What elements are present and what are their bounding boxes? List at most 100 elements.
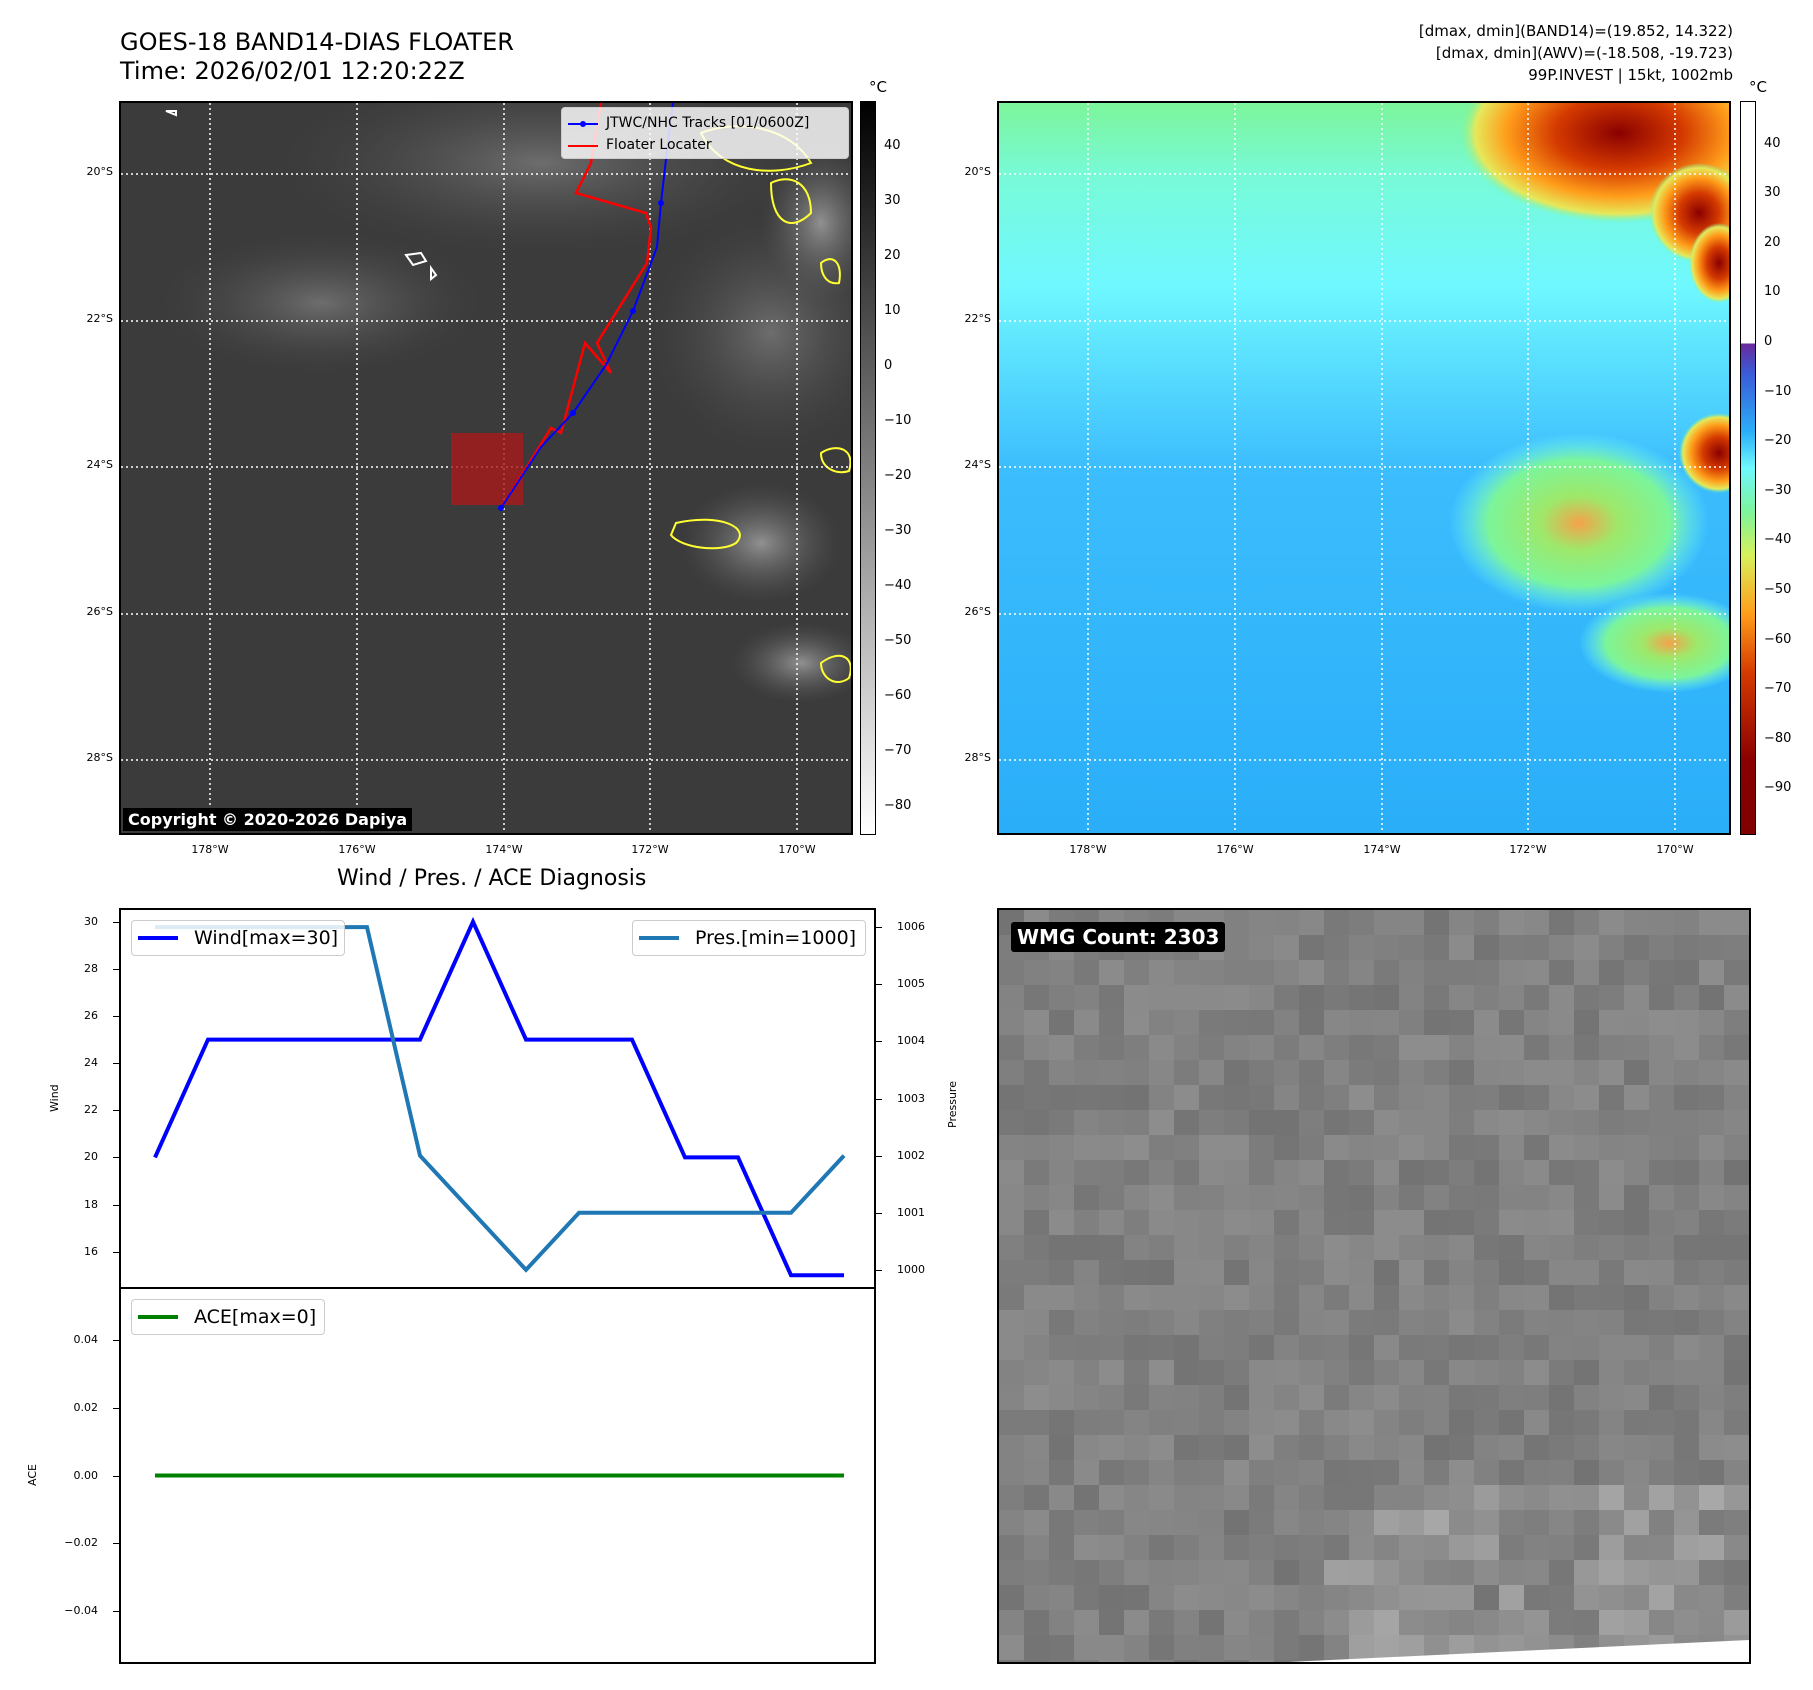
wmg-pixel [1174,1135,1200,1161]
wmg-pixel [1424,1460,1450,1486]
wmg-pixel [999,960,1025,986]
wmg-pixel [1649,1010,1675,1036]
ace-axis-label: ACE [26,1464,39,1486]
wmg-pixel [1074,1185,1100,1211]
wmg-pixel [1124,1335,1150,1361]
wmg-pixel [1224,1560,1250,1586]
wmg-pixel [1499,1235,1525,1261]
cold-contour-center [669,518,741,550]
wmg-pixel [1174,1435,1200,1461]
wmg-pixel [1374,910,1400,936]
wmg-pixel [1299,1060,1325,1086]
wmg-pixel [1399,910,1425,936]
wmg-pixel [1574,1435,1600,1461]
wmg-pixel [1274,910,1300,936]
wmg-pixel [1174,1110,1200,1136]
wmg-pixel [1699,1110,1725,1136]
wmg-pixel [1449,1485,1475,1511]
wmg-pixel [1099,1360,1125,1386]
wmg-pixel [999,1410,1025,1436]
wmg-pixel [1349,1360,1375,1386]
wmg-pixel [1149,1085,1175,1111]
ace-tick-mark [113,1543,119,1545]
colorbar-tick: 40 [1764,135,1781,151]
wmg-pixel [1724,1085,1749,1111]
wmg-pixel [1524,910,1550,936]
wmg-pixel [1124,1385,1150,1411]
wind-tick-label: 30 [84,914,98,928]
wmg-pixel [1074,1360,1100,1386]
wmg-pixel [1599,1260,1625,1286]
wmg-pixel [1249,1060,1275,1086]
wmg-pixel [1099,1385,1125,1411]
wmg-pixel [1074,1535,1100,1561]
wmg-pixel [1174,1510,1200,1536]
ir-map-panel: JTWC/NHC Tracks [01/0600Z] Floater Locat… [119,101,853,835]
wmg-pixel [1249,1035,1275,1061]
island-outline [430,264,438,282]
wmg-pixel [1099,1460,1125,1486]
wmg-pixel [1549,1335,1575,1361]
cold-contour-ne2 [819,258,841,285]
pressure-tick-mark [876,927,882,929]
wmg-pixel [1699,1210,1725,1236]
wmg-pixel [1424,1085,1450,1111]
wmg-pixel [999,1335,1025,1361]
wmg-pixel [1074,1210,1100,1236]
wmg-pixel [1124,1010,1150,1036]
wmg-pixel [1674,1235,1700,1261]
wmg-pixel [1599,1185,1625,1211]
wmg-pixel [1424,910,1450,936]
wmg-pixel [1474,1560,1500,1586]
wmg-pixel [1624,985,1650,1011]
wmg-pixel [1299,1185,1325,1211]
pressure-tick-mark [876,1155,882,1157]
wmg-pixel [1399,1185,1425,1211]
wmg-pixel [1374,1135,1400,1161]
wmg-pixel [1174,1535,1200,1561]
wmg-pixel [1499,1335,1525,1361]
wmg-pixel [1324,1610,1350,1636]
cloud-band-west [161,233,481,373]
wmg-pixel [1724,1360,1749,1386]
wmg-pixel [1449,1110,1475,1136]
wmg-pixel [1574,1235,1600,1261]
wmg-pixel [999,1135,1025,1161]
pressure-legend-label: Pres.[min=1000] [695,927,857,949]
lat-label: 22°S [964,312,991,325]
wmg-pixel [1249,1310,1275,1336]
lat-label: 28°S [964,751,991,764]
colorbar-tick: 0 [1764,334,1773,349]
wmg-pixel [1374,1485,1400,1511]
wmg-pixel [1524,1310,1550,1336]
wmg-pixel [1199,1135,1225,1161]
wmg-pixel [1674,1135,1700,1161]
wmg-pixel [1574,1285,1600,1311]
colorbar-tick: −10 [884,412,912,428]
wmg-pixel [1549,1135,1575,1161]
wmg-pixel [1574,985,1600,1011]
wmg-pixel [1674,1285,1700,1311]
wmg-pixel [1199,1310,1225,1336]
wmg-pixel [1349,985,1375,1011]
wmg-pixel [1674,935,1700,961]
lat-label: 26°S [86,605,113,618]
wmg-pixel [1699,1435,1725,1461]
wmg-pixel [1474,1110,1500,1136]
wmg-pixel [1149,1435,1175,1461]
wmg-pixel [1199,1435,1225,1461]
wmg-pixel [1674,1035,1700,1061]
wmg-pixel [1699,1160,1725,1186]
wmg-pixel [1474,1235,1500,1261]
wmg-pixel [1549,1185,1575,1211]
wmg-pixel [1224,1535,1250,1561]
wmg-pixel [1624,1560,1650,1586]
wmg-pixel [1049,1660,1075,1662]
wmg-pixel [999,1185,1025,1211]
wmg-pixel [1599,1435,1625,1461]
wmg-pixel [1499,1585,1525,1611]
track-points [498,200,664,511]
wmg-pixel [1299,1510,1325,1536]
wmg-pixel [1474,1310,1500,1336]
wmg-pixel [1224,1660,1250,1662]
